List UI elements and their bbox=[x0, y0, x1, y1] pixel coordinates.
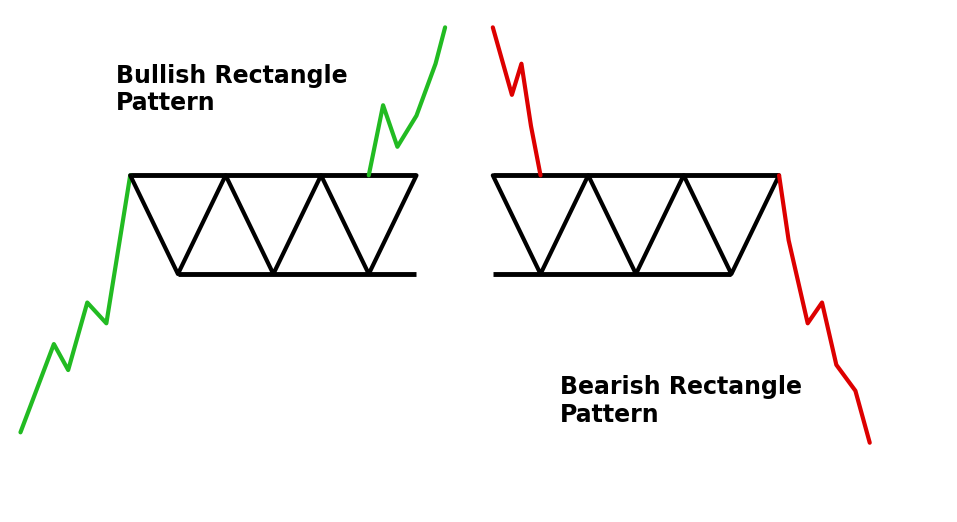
Text: Bullish Rectangle
Pattern: Bullish Rectangle Pattern bbox=[116, 64, 347, 115]
Text: Bearish Rectangle
Pattern: Bearish Rectangle Pattern bbox=[560, 375, 802, 427]
